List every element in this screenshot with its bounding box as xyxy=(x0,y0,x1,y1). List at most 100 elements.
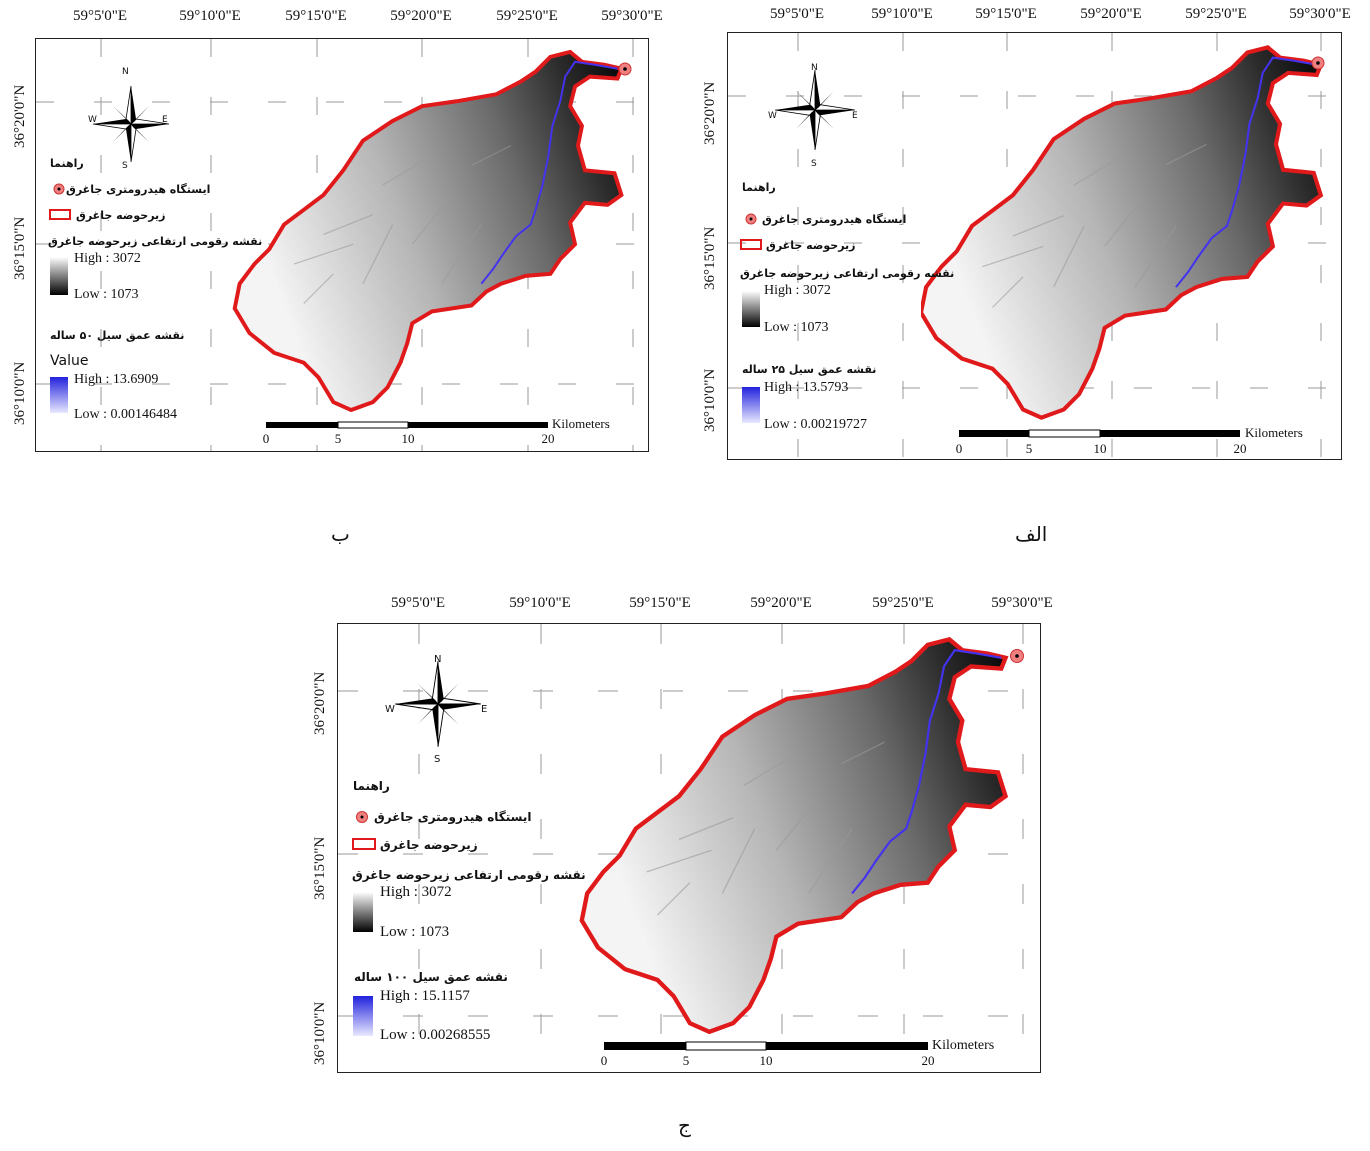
map-frame: N S E W راهنما ایستگاه هیدرومتری جاغرق ز… xyxy=(727,32,1342,460)
legend-subbasin: زیرحوضه جاغرق xyxy=(76,209,166,222)
compass-n: N xyxy=(122,67,129,77)
dem-low: Low : 1073 xyxy=(74,287,139,302)
lat-tick: 36°15'0"N xyxy=(702,226,718,290)
legend-subbasin: زیرحوضه جاغرق xyxy=(766,239,856,252)
map-panel-alef: 59°5'0"E 59°10'0"E 59°15'0"E 59°20'0"E 5… xyxy=(690,0,1370,560)
legend-dem-title: نقشه رقومی ارتفاعی زیرحوضه جاغرق xyxy=(48,235,263,248)
legend-title: راهنما xyxy=(50,157,84,170)
flood-low: Low : 0.00146484 xyxy=(74,407,178,422)
flood-ramp xyxy=(742,387,760,423)
flood-low: Low : 0.00219727 xyxy=(764,417,868,432)
caption-jim: ج xyxy=(678,1113,691,1137)
lon-tick: 59°5'0"E xyxy=(391,595,445,611)
compass-e: E xyxy=(162,115,168,125)
caption-be: ب xyxy=(331,522,350,546)
scale-tick: 5 xyxy=(682,1053,690,1068)
basin-map xyxy=(36,39,648,451)
scale-tick: 0 xyxy=(262,431,270,446)
lon-tick: 59°15'0"E xyxy=(285,8,347,24)
compass-s: S xyxy=(434,754,441,765)
map-panel-jim: 59°5'0"E 59°10'0"E 59°15'0"E 59°20'0"E 5… xyxy=(300,585,1060,1151)
scale-unit: Kilometers xyxy=(1245,425,1303,440)
lon-tick: 59°30'0"E xyxy=(991,595,1053,611)
scale-tick: 10 xyxy=(1093,441,1107,456)
lon-tick: 59°15'0"E xyxy=(975,6,1037,22)
flood-ramp xyxy=(353,996,373,1036)
flood-ramp xyxy=(50,377,68,413)
north-arrow-icon xyxy=(394,660,482,748)
flood-title: نقشه عمق سیل ۲۵ ساله xyxy=(742,363,877,376)
lat-tick: 36°15'0"N xyxy=(312,836,328,900)
lon-tick: 59°30'0"E xyxy=(601,8,663,24)
lat-tick: 36°20'0"N xyxy=(702,81,718,145)
legend-title: راهنما xyxy=(353,779,390,793)
scale-tick: 10 xyxy=(401,431,415,446)
scale-tick: 0 xyxy=(600,1053,608,1068)
dem-low: Low : 1073 xyxy=(764,320,829,335)
map-frame: N S E W راهنما ایستگاه هیدرومتری جاغرق ز… xyxy=(337,623,1041,1073)
lon-tick: 59°20'0"E xyxy=(1080,6,1142,22)
lat-tick: 36°15'0"N xyxy=(12,216,28,280)
flood-high: High : 13.5793 xyxy=(764,380,849,395)
north-arrow-icon xyxy=(774,69,856,151)
legend-subbasin: زیرحوضه جاغرق xyxy=(380,838,478,852)
scale-tick: 10 xyxy=(759,1053,773,1068)
flood-title: نقشه عمق سیل ۱۰۰ ساله xyxy=(354,970,508,984)
lon-tick: 59°10'0"E xyxy=(179,8,241,24)
lon-tick: 59°25'0"E xyxy=(496,8,558,24)
scale-tick: 20 xyxy=(921,1053,935,1068)
flood-title: نقشه عمق سیل ۵۰ ساله xyxy=(50,329,185,342)
scale-tick: 0 xyxy=(955,441,963,456)
compass-w: W xyxy=(768,111,777,121)
basin-map xyxy=(728,33,1341,459)
station-legend-icon xyxy=(356,811,368,823)
subbasin-legend-icon xyxy=(49,209,71,220)
value-label: Value xyxy=(50,353,89,369)
compass-e: E xyxy=(852,111,858,121)
compass-w: W xyxy=(385,704,395,715)
compass-n: N xyxy=(434,654,442,665)
map-panel-be: 59°5'0"E 59°10'0"E 59°15'0"E 59°20'0"E 5… xyxy=(0,0,680,560)
flood-high: High : 13.6909 xyxy=(74,372,159,387)
station-legend-icon xyxy=(53,183,65,195)
caption-alef: الف xyxy=(1015,522,1048,546)
dem-ramp xyxy=(50,257,68,295)
scale-tick: 5 xyxy=(1025,441,1033,456)
lat-tick: 36°10'0"N xyxy=(12,361,28,425)
north-arrow-icon xyxy=(92,85,170,163)
lat-tick: 36°20'0"N xyxy=(12,84,28,148)
legend-dem-title: نقشه رقومی ارتفاعی زیرحوضه جاغرق xyxy=(352,868,586,882)
compass-e: E xyxy=(481,704,488,715)
compass-s: S xyxy=(811,159,817,169)
flood-high: High : 15.1157 xyxy=(380,988,470,1004)
legend-station: ایستگاه هیدرومتری جاغرق xyxy=(374,810,532,824)
flood-low: Low : 0.00268555 xyxy=(380,1027,491,1043)
compass-n: N xyxy=(811,63,818,73)
dem-high: High : 3072 xyxy=(380,884,452,900)
legend-station: ایستگاه هیدرومتری جاغرق xyxy=(762,213,907,226)
scale-tick: 20 xyxy=(1233,441,1247,456)
lat-tick: 36°10'0"N xyxy=(702,368,718,432)
scale-tick: 20 xyxy=(541,431,555,446)
legend-station: ایستگاه هیدرومتری جاغرق xyxy=(66,183,211,196)
legend-dem-title: نقشه رقومی ارتفاعی زیرحوضه جاغرق xyxy=(740,267,955,280)
dem-ramp xyxy=(742,291,760,327)
lon-tick: 59°5'0"E xyxy=(73,8,127,24)
map-frame: N S E W راهنما ایستگاه هیدرومتری جاغرق ز… xyxy=(35,38,649,452)
scale-tick: 5 xyxy=(334,431,342,446)
lon-tick: 59°30'0"E xyxy=(1289,6,1351,22)
lon-tick: 59°5'0"E xyxy=(770,6,824,22)
lon-tick: 59°20'0"E xyxy=(390,8,452,24)
lon-tick: 59°15'0"E xyxy=(629,595,691,611)
compass-s: S xyxy=(122,161,128,171)
lon-tick: 59°10'0"E xyxy=(509,595,571,611)
lon-tick: 59°25'0"E xyxy=(1185,6,1247,22)
lon-tick: 59°20'0"E xyxy=(750,595,812,611)
dem-high: High : 3072 xyxy=(764,283,831,298)
compass-w: W xyxy=(88,115,97,125)
scale-unit: Kilometers xyxy=(552,416,610,431)
scale-unit: Kilometers xyxy=(932,1038,995,1053)
subbasin-legend-icon xyxy=(352,838,376,850)
dem-high: High : 3072 xyxy=(74,251,141,266)
dem-ramp xyxy=(353,892,373,932)
